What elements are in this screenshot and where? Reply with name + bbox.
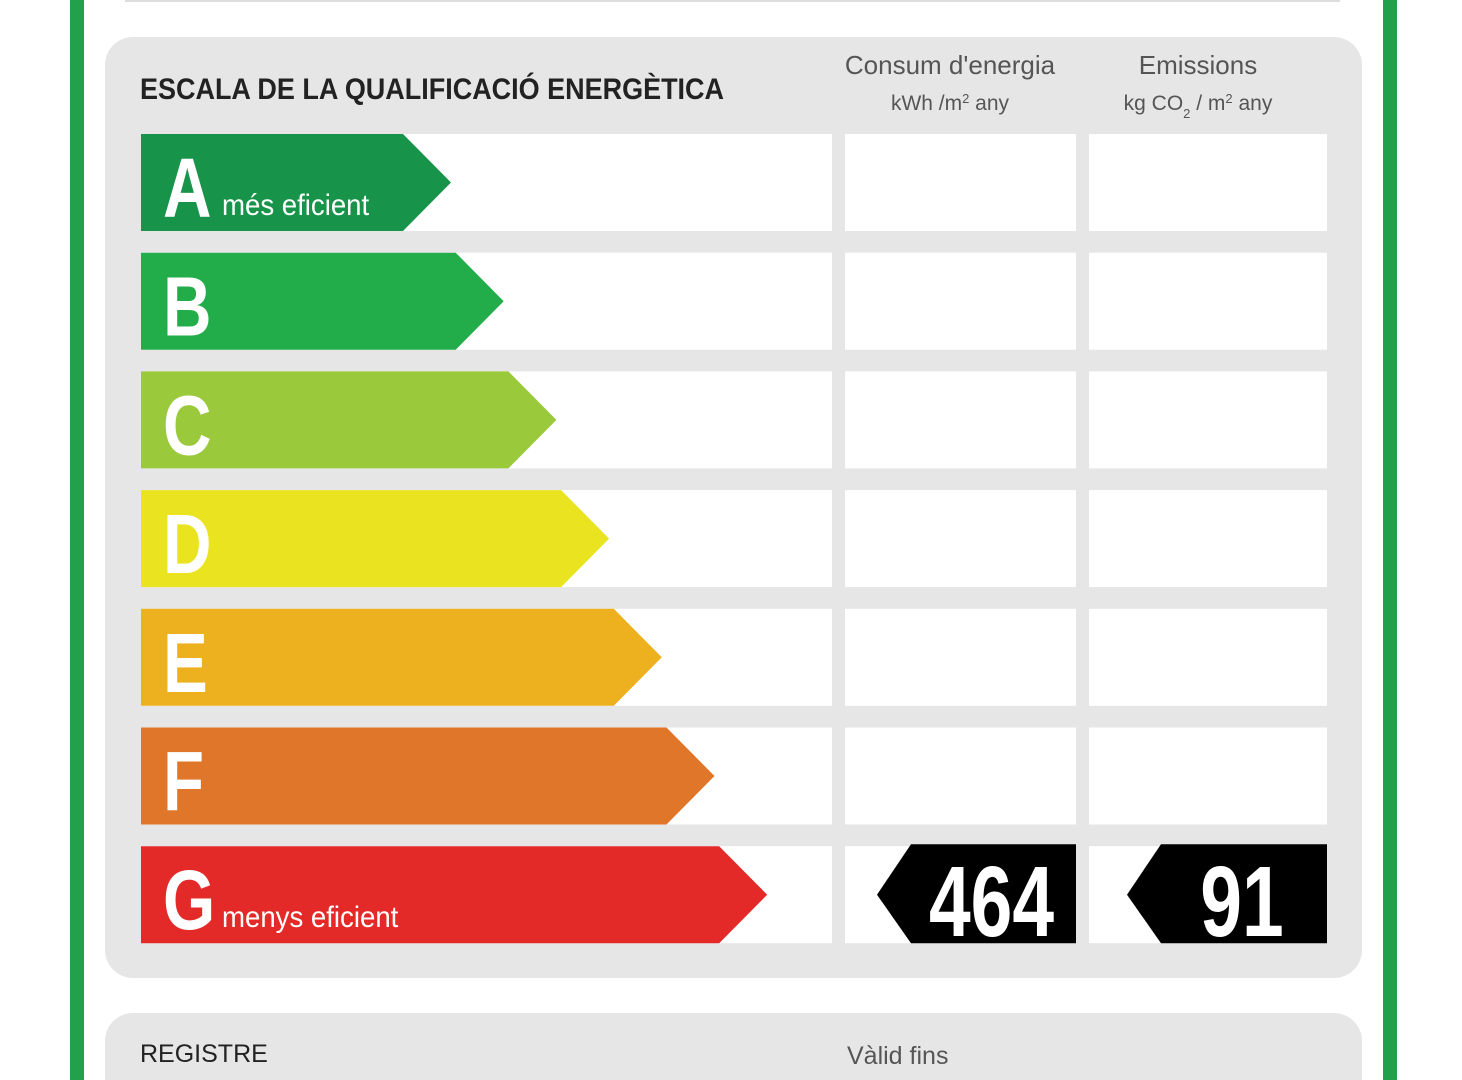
rating-arrow [1127,844,1327,944]
cell [1089,252,1327,350]
border [70,0,84,1080]
column-title: Emissions [1139,50,1257,80]
cell [1089,371,1327,469]
class-arrow [141,134,451,231]
rating-value: 464 [929,846,1054,958]
column-title: Consum d'energia [845,50,1056,80]
cell [1089,490,1327,588]
cell [1089,134,1327,231]
cell [845,608,1076,706]
footer-right: Vàlid fins [847,1042,948,1070]
unit-part: kWh /m [891,92,962,115]
cell [845,490,1076,588]
class-letter: A [163,142,212,236]
unit-part: / m [1190,92,1225,115]
footer-left: REGISTRE [140,1040,268,1068]
class-arrow [141,846,768,944]
class-arrow [141,371,557,469]
rating-value: 91 [1200,846,1283,958]
class-arrow [141,252,504,350]
unit-part: 2 [1225,91,1232,106]
footer-panel [105,1013,1362,1080]
unit-part: any [1233,92,1273,115]
cell [1089,608,1327,706]
unit-part: any [969,92,1009,115]
class-note: més eficient [222,189,369,222]
title: ESCALA DE LA QUALIFICACIÓ ENERGÈTICA [140,73,724,107]
class-arrow [141,727,715,825]
class-arrow [141,608,662,706]
cell [845,134,1076,231]
cell [1089,727,1327,825]
cell [845,727,1076,825]
border [1383,0,1397,1080]
class-arrow [141,490,610,588]
class-letter: D [163,498,212,592]
class-note: menys eficient [222,901,398,934]
cell [845,371,1076,469]
class-letter: E [163,617,208,711]
unit-part: 2 [1183,106,1190,121]
class-letter: B [163,261,212,355]
column-unit: kWh /m2 any [891,91,1010,116]
cell [845,252,1076,350]
column-unit: kg CO2 / m2 any [1124,91,1273,121]
rating-arrow [877,844,1076,944]
class-letter: F [163,735,204,829]
class-letter: C [163,379,212,473]
unit-part: kg CO [1124,92,1184,115]
class-letter: G [163,854,215,948]
unit-part: 2 [962,91,969,106]
